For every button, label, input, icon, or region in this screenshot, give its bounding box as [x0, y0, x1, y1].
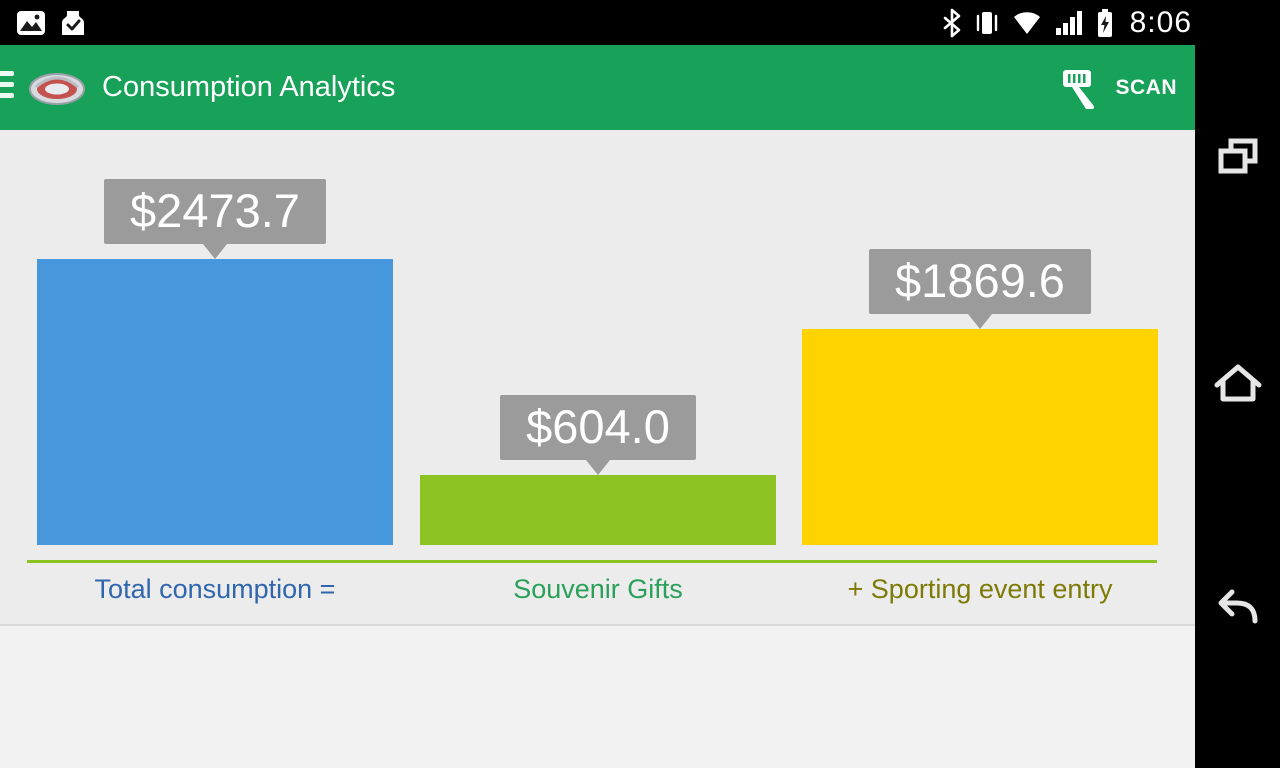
bar-group-total: $2473.7 — [37, 179, 393, 545]
divider — [0, 624, 1195, 626]
barcode-scanner-icon — [1063, 69, 1095, 109]
value-label: $1869.6 — [869, 249, 1091, 314]
bar-sporting-event — [802, 329, 1158, 545]
app-bar: Consumption Analytics SCAN — [0, 45, 1195, 130]
wifi-icon — [1013, 11, 1040, 34]
empty-panel — [0, 626, 1195, 768]
category-labels: Total consumption = Souvenir Gifts + Spo… — [0, 574, 1195, 614]
label-pointer — [203, 244, 227, 259]
value-label: $2473.7 — [104, 179, 326, 244]
scan-button[interactable]: SCAN — [1059, 65, 1177, 111]
page-title: Consumption Analytics — [102, 71, 396, 103]
bar-souvenir-gifts — [420, 475, 776, 545]
bar-chart: $2473.7 $604.0 $1869.6 — [0, 130, 1195, 545]
stadium-app-icon — [28, 67, 86, 109]
bar-group-sporting: $1869.6 — [802, 249, 1158, 545]
category-label-total: Total consumption = — [94, 574, 336, 604]
chart-axis — [27, 560, 1157, 563]
bar-total-consumption — [37, 259, 393, 545]
checked-bag-icon — [62, 10, 84, 35]
category-label-souvenir: Souvenir Gifts — [513, 574, 683, 604]
signal-icon — [1055, 10, 1082, 35]
battery-charging-icon — [1097, 8, 1112, 37]
status-time: 8:06 — [1129, 5, 1192, 39]
recents-button[interactable] — [1195, 129, 1280, 185]
label-pointer — [968, 314, 992, 329]
value-label: $604.0 — [500, 395, 696, 460]
gallery-icon — [17, 10, 45, 35]
vibrate-icon — [976, 11, 997, 34]
menu-icon[interactable] — [0, 71, 14, 98]
recents-icon — [1218, 138, 1257, 174]
bar-group-souvenir: $604.0 — [420, 395, 776, 545]
category-label-sporting: + Sporting event entry — [847, 574, 1113, 604]
status-notification-icons — [16, 8, 88, 38]
label-pointer — [586, 460, 610, 475]
scan-button-label: SCAN — [1115, 75, 1177, 99]
home-button[interactable] — [1195, 355, 1280, 411]
back-button[interactable] — [1195, 577, 1280, 633]
chart-area: $2473.7 $604.0 $1869.6 Total consumption… — [0, 130, 1195, 768]
home-icon — [1214, 364, 1261, 402]
navigation-bar — [1195, 45, 1280, 768]
back-icon — [1218, 589, 1257, 624]
bluetooth-icon — [943, 8, 960, 37]
status-system-icons: 8:06 — [942, 6, 1192, 40]
status-bar: 8:06 — [0, 0, 1280, 45]
